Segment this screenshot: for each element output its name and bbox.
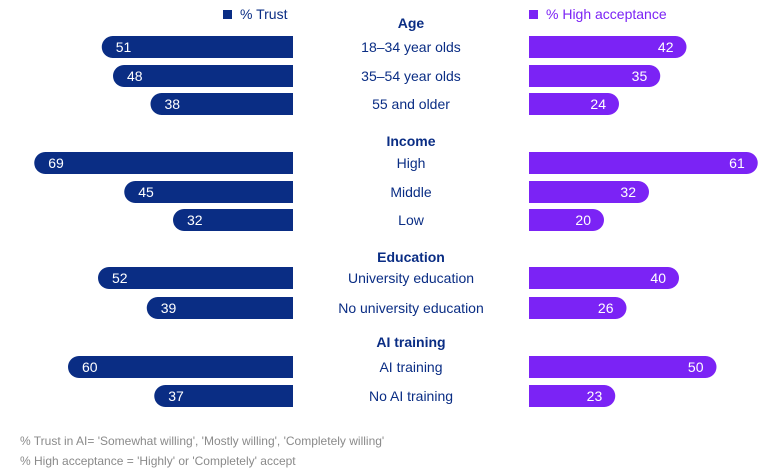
acceptance-bar xyxy=(529,93,619,115)
trust-value-label: 48 xyxy=(127,68,143,84)
acceptance-value-label: 24 xyxy=(590,96,606,112)
trust-value-label: 39 xyxy=(161,300,177,316)
category-label: No AI training xyxy=(369,388,453,404)
group-title-1: Income xyxy=(386,133,435,149)
category-label: High xyxy=(397,155,426,171)
acceptance-value-label: 35 xyxy=(632,68,648,84)
acceptance-bar xyxy=(529,152,758,174)
category-label: 18–34 year olds xyxy=(361,39,461,55)
trust-bar xyxy=(150,93,293,115)
trust-bar xyxy=(113,65,293,87)
acceptance-value-label: 50 xyxy=(688,359,704,375)
group-title-2: Education xyxy=(377,249,445,265)
group-title-0: Age xyxy=(398,15,425,31)
footnote-acceptance: % High acceptance = 'Highly' or 'Complet… xyxy=(20,454,296,468)
trust-bar xyxy=(98,267,293,289)
category-label: Middle xyxy=(390,184,431,200)
legend-acceptance-swatch xyxy=(529,10,538,19)
footnote-trust: % Trust in AI= 'Somewhat willing', 'Most… xyxy=(20,434,385,448)
category-label: Low xyxy=(398,212,425,228)
acceptance-value-label: 32 xyxy=(620,184,636,200)
category-label: 55 and older xyxy=(372,96,450,112)
category-label: 35–54 year olds xyxy=(361,68,461,84)
acceptance-bar xyxy=(529,181,649,203)
trust-value-label: 45 xyxy=(138,184,154,200)
trust-bar xyxy=(101,36,293,58)
acceptance-value-label: 61 xyxy=(729,155,745,171)
acceptance-value-label: 42 xyxy=(658,39,674,55)
legend-acceptance-label: % High acceptance xyxy=(546,6,667,22)
category-label: No university education xyxy=(338,300,484,316)
trust-value-label: 52 xyxy=(112,270,128,286)
acceptance-bar xyxy=(529,36,687,58)
acceptance-bar xyxy=(529,267,679,289)
acceptance-bar xyxy=(529,385,616,407)
acceptance-bar xyxy=(529,356,717,378)
legend-trust-label: % Trust xyxy=(240,6,288,22)
category-label: University education xyxy=(348,270,474,286)
trust-bar xyxy=(173,209,293,231)
trust-value-label: 32 xyxy=(187,212,203,228)
trust-bar xyxy=(146,297,293,319)
acceptance-value-label: 40 xyxy=(650,270,666,286)
trust-value-label: 69 xyxy=(48,155,64,171)
acceptance-value-label: 23 xyxy=(587,388,603,404)
acceptance-bar xyxy=(529,65,661,87)
trust-bar xyxy=(124,181,294,203)
trust-bar xyxy=(68,356,293,378)
group-title-3: AI training xyxy=(376,334,445,350)
trust-bar xyxy=(154,385,293,407)
acceptance-bar xyxy=(529,209,604,231)
legend-trust-swatch xyxy=(223,10,232,19)
trust-value-label: 60 xyxy=(82,359,98,375)
trust-value-label: 38 xyxy=(165,96,181,112)
category-label: AI training xyxy=(379,359,442,375)
acceptance-bar xyxy=(529,297,627,319)
trust-value-label: 37 xyxy=(168,388,184,404)
trust-value-label: 51 xyxy=(116,39,132,55)
trust-bar xyxy=(34,152,293,174)
acceptance-value-label: 20 xyxy=(575,212,591,228)
acceptance-value-label: 26 xyxy=(598,300,614,316)
